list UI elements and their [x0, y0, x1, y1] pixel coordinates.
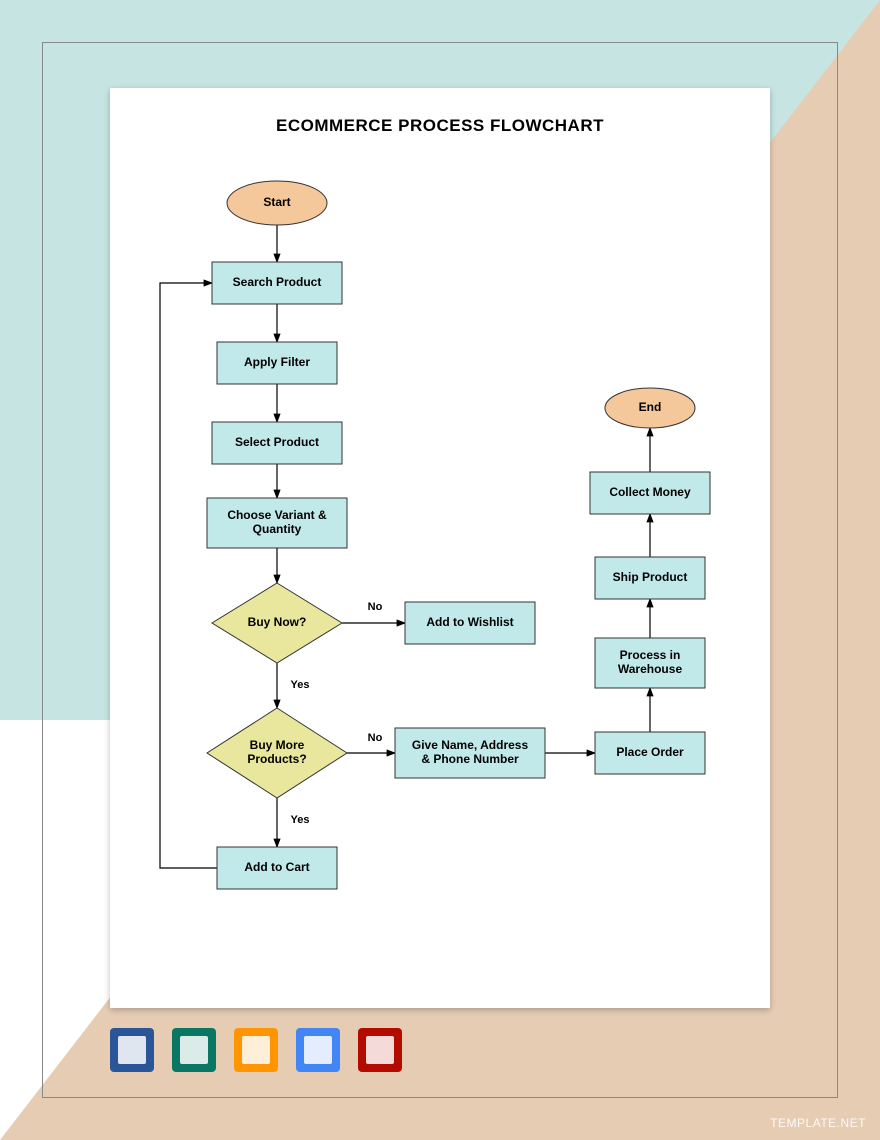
word-icon[interactable] — [110, 1028, 154, 1072]
flowchart-title: ECOMMERCE PROCESS FLOWCHART — [110, 116, 770, 136]
svg-text:Choose Variant &: Choose Variant & — [227, 508, 327, 522]
publisher-icon[interactable] — [172, 1028, 216, 1072]
edge-cart-search — [160, 283, 217, 868]
format-icons-row — [110, 1028, 402, 1072]
node-details: Give Name, Address& Phone Number — [395, 728, 545, 778]
svg-text:No: No — [368, 732, 383, 744]
node-buynow: Buy Now? — [212, 583, 342, 663]
node-cart: Add to Cart — [217, 847, 337, 889]
node-search: Search Product — [212, 262, 342, 304]
svg-text:Ship Product: Ship Product — [613, 570, 688, 584]
svg-text:Yes: Yes — [291, 679, 310, 691]
svg-text:Buy More: Buy More — [250, 738, 305, 752]
node-buymore: Buy MoreProducts? — [207, 708, 347, 798]
node-wishlist: Add to Wishlist — [405, 602, 535, 644]
node-end: End — [605, 388, 695, 428]
document-paper: ECOMMERCE PROCESS FLOWCHART No Yes No Yes S… — [110, 88, 770, 1008]
svg-text:Process in: Process in — [620, 648, 681, 662]
node-select: Select Product — [212, 422, 342, 464]
node-variant: Choose Variant &Quantity — [207, 498, 347, 548]
svg-text:Collect Money: Collect Money — [609, 485, 691, 499]
node-start: Start — [227, 181, 327, 225]
svg-text:Buy Now?: Buy Now? — [248, 615, 307, 629]
svg-text:End: End — [639, 400, 662, 414]
svg-text:Apply Filter: Apply Filter — [244, 355, 310, 369]
svg-text:Place Order: Place Order — [616, 745, 684, 759]
node-filter: Apply Filter — [217, 342, 337, 384]
svg-text:Start: Start — [263, 195, 290, 209]
node-warehouse: Process inWarehouse — [595, 638, 705, 688]
node-ship: Ship Product — [595, 557, 705, 599]
svg-text:Add to Cart: Add to Cart — [244, 860, 309, 874]
svg-text:& Phone Number: & Phone Number — [421, 752, 519, 766]
svg-text:No: No — [368, 601, 383, 613]
node-collect: Collect Money — [590, 472, 710, 514]
svg-text:Yes: Yes — [291, 814, 310, 826]
pages-icon[interactable] — [234, 1028, 278, 1072]
pdf-icon[interactable] — [358, 1028, 402, 1072]
watermark-text: TEMPLATE.NET — [770, 1116, 866, 1130]
svg-text:Select Product: Select Product — [235, 435, 319, 449]
svg-text:Add to Wishlist: Add to Wishlist — [426, 615, 513, 629]
svg-text:Search Product: Search Product — [233, 275, 322, 289]
node-order: Place Order — [595, 732, 705, 774]
svg-text:Quantity: Quantity — [253, 522, 302, 536]
svg-text:Give Name, Address: Give Name, Address — [412, 738, 529, 752]
svg-text:Products?: Products? — [247, 752, 306, 766]
flowchart-canvas: No Yes No Yes Start Search Product Apply Filt… — [110, 148, 770, 998]
svg-text:Warehouse: Warehouse — [618, 662, 683, 676]
google-docs-icon[interactable] — [296, 1028, 340, 1072]
